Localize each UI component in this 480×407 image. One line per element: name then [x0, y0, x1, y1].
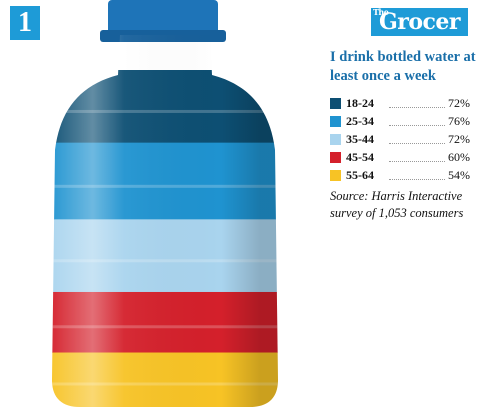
legend-row-18-24: 18-24 72% — [330, 95, 470, 111]
legend-value: 72% — [448, 95, 470, 110]
legend-row-55-64: 55-64 54% — [330, 167, 470, 183]
grocer-logo: The Grocer — [370, 7, 468, 36]
legend-value: 76% — [448, 113, 470, 128]
legend: 18-24 72% 25-34 76% 35-44 72% 45-54 60% 55-64 54% — [330, 95, 470, 185]
source-note: Source: Harris Interactive survey of 1,0… — [330, 189, 464, 220]
bottle-shine — [52, 35, 278, 407]
legend-value: 60% — [448, 149, 470, 164]
legend-swatch — [330, 115, 341, 127]
legend-label: 25-34 — [346, 113, 374, 128]
logo-text: Grocer — [378, 9, 461, 35]
legend-row-25-34: 25-34 76% — [330, 113, 470, 129]
chart-number-badge: 1 — [10, 6, 40, 40]
legend-leader-dots — [389, 171, 445, 180]
legend-label: 55-64 — [346, 167, 374, 182]
legend-row-35-44: 35-44 72% — [330, 131, 470, 147]
legend-label: 35-44 — [346, 131, 374, 146]
legend-swatch — [330, 97, 341, 109]
legend-leader-dots — [389, 99, 445, 108]
legend-leader-dots — [389, 135, 445, 144]
legend-value: 54% — [448, 167, 470, 182]
legend-swatch — [330, 169, 341, 181]
legend-swatch — [330, 133, 341, 145]
legend-value: 72% — [448, 131, 470, 146]
legend-label: 18-24 — [346, 95, 374, 110]
legend-row-45-54: 45-54 60% — [330, 149, 470, 165]
legend-label: 45-54 — [346, 149, 374, 164]
logo-the-text: The — [372, 7, 389, 17]
legend-leader-dots — [389, 153, 445, 162]
legend-leader-dots — [389, 117, 445, 126]
legend-swatch — [330, 151, 341, 163]
chart-title: I drink bottled water at least once a we… — [330, 49, 476, 84]
